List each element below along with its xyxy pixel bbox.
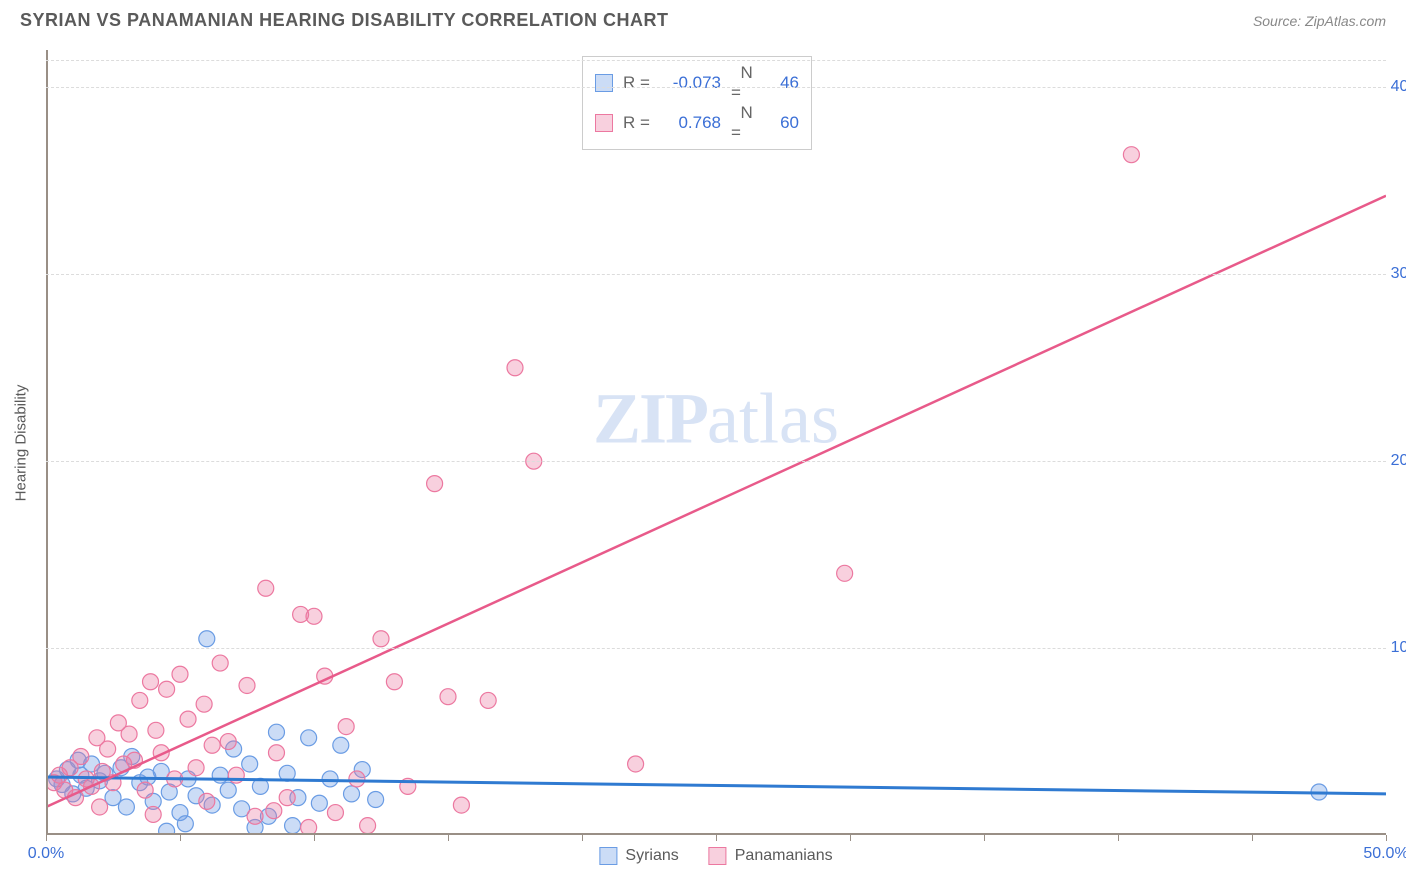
ytick-label: 30.0% [1391, 265, 1406, 283]
data-point [453, 797, 469, 813]
data-point [196, 696, 212, 712]
swatch-syrians-icon [599, 847, 617, 865]
data-point [73, 749, 89, 765]
x-minor-tick [1118, 835, 1119, 841]
xlegend-panamanians: Panamanians [709, 847, 833, 865]
data-point [306, 608, 322, 624]
gridline [46, 461, 1386, 462]
data-point [279, 790, 295, 806]
data-point [1123, 147, 1139, 163]
data-point [268, 745, 284, 761]
x-minor-tick [1252, 835, 1253, 841]
data-point [386, 674, 402, 690]
swatch-syrians [595, 74, 613, 92]
x-minor-tick [984, 835, 985, 841]
data-point [285, 818, 301, 834]
data-point [349, 771, 365, 787]
data-point [121, 726, 137, 742]
stats-legend: R = -0.073 N = 46 R = 0.768 N = 60 [582, 56, 812, 150]
data-point [628, 756, 644, 772]
x-axis-legend: Syrians Panamanians [599, 847, 832, 865]
chart-title: SYRIAN VS PANAMANIAN HEARING DISABILITY … [20, 10, 669, 31]
y-axis-label: Hearing Disability [13, 384, 30, 501]
xtick-label: 50.0% [1363, 845, 1406, 863]
x-minor-tick [46, 835, 47, 841]
gridline [46, 60, 1386, 61]
data-point [132, 692, 148, 708]
data-point [212, 655, 228, 671]
data-point [480, 692, 496, 708]
data-point [344, 786, 360, 802]
ytick-label: 40.0% [1391, 78, 1406, 96]
data-point [837, 565, 853, 581]
data-point [333, 737, 349, 753]
data-point [143, 674, 159, 690]
x-minor-tick [180, 835, 181, 841]
x-minor-tick [582, 835, 583, 841]
data-point [145, 806, 161, 822]
data-point [137, 782, 153, 798]
swatch-panamanians [595, 114, 613, 132]
data-point [180, 711, 196, 727]
scatter-plot-svg [46, 50, 1386, 835]
chart-source: Source: ZipAtlas.com [1253, 13, 1386, 29]
data-point [148, 722, 164, 738]
data-point [360, 818, 376, 834]
x-minor-tick [716, 835, 717, 841]
swatch-panamanians-icon [709, 847, 727, 865]
data-point [440, 689, 456, 705]
x-minor-tick [1386, 835, 1387, 841]
data-point [118, 799, 134, 815]
data-point [220, 782, 236, 798]
trend-line [46, 777, 1386, 794]
data-point [105, 790, 121, 806]
data-point [338, 719, 354, 735]
data-point [204, 737, 220, 753]
data-point [239, 677, 255, 693]
gridline [46, 87, 1386, 88]
data-point [199, 793, 215, 809]
data-point [258, 580, 274, 596]
chart-area: Hearing Disability ZIPatlas R = -0.073 N… [46, 50, 1386, 835]
data-point [301, 730, 317, 746]
ytick-label: 20.0% [1391, 452, 1406, 470]
stats-row-syrians: R = -0.073 N = 46 [595, 63, 799, 103]
data-point [247, 808, 263, 824]
xlegend-syrians: Syrians [599, 847, 678, 865]
data-point [507, 360, 523, 376]
data-point [268, 724, 284, 740]
data-point [177, 816, 193, 832]
trend-line [46, 196, 1386, 807]
data-point [159, 681, 175, 697]
gridline [46, 274, 1386, 275]
data-point [188, 760, 204, 776]
x-minor-tick [314, 835, 315, 841]
stats-row-panamanians: R = 0.768 N = 60 [595, 103, 799, 143]
gridline [46, 648, 1386, 649]
data-point [311, 795, 327, 811]
xtick-label: 0.0% [28, 845, 64, 863]
x-minor-tick [850, 835, 851, 841]
data-point [427, 476, 443, 492]
data-point [199, 631, 215, 647]
data-point [220, 734, 236, 750]
data-point [242, 756, 258, 772]
y-axis-line [46, 50, 48, 835]
data-point [368, 791, 384, 807]
ytick-label: 10.0% [1391, 639, 1406, 657]
x-minor-tick [448, 835, 449, 841]
data-point [327, 805, 343, 821]
data-point [322, 771, 338, 787]
data-point [100, 741, 116, 757]
data-point [266, 803, 282, 819]
data-point [172, 666, 188, 682]
data-point [92, 799, 108, 815]
chart-header: SYRIAN VS PANAMANIAN HEARING DISABILITY … [0, 0, 1406, 36]
data-point [373, 631, 389, 647]
